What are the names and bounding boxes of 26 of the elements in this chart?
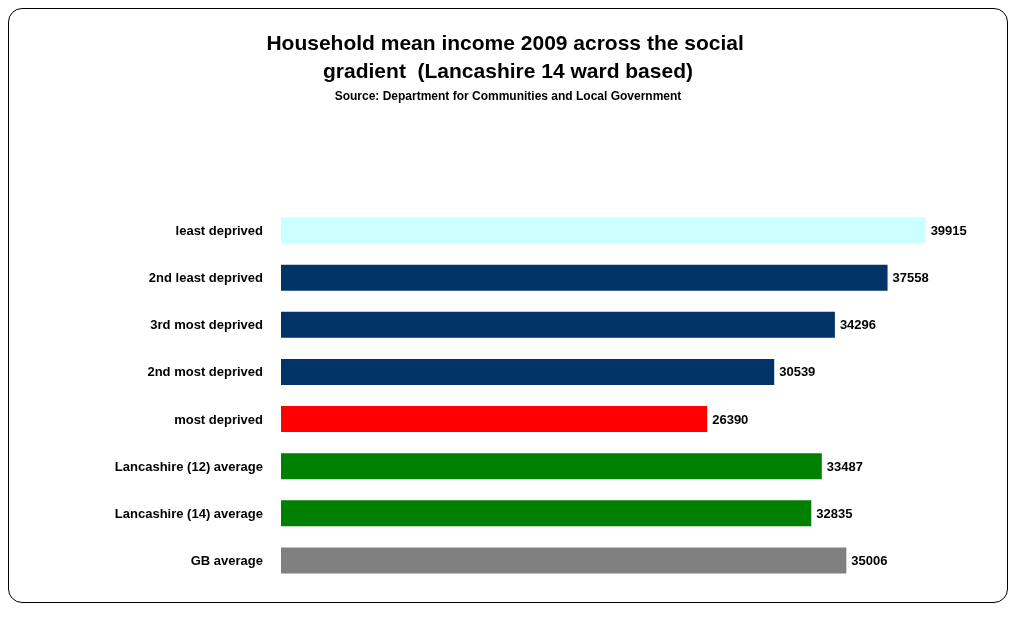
- y-tick-label: most deprived: [174, 411, 264, 427]
- data-label: 30539: [779, 364, 816, 380]
- bar: [281, 453, 822, 480]
- y-tick-label: Lancashire (14) average: [114, 505, 263, 521]
- bar: [281, 406, 708, 433]
- bar: [281, 311, 835, 338]
- bar: [281, 217, 926, 244]
- data-label: 39915: [930, 223, 967, 239]
- bar: [281, 547, 847, 574]
- data-label: 35006: [851, 552, 888, 568]
- y-tick-label: GB average: [190, 552, 263, 568]
- y-tick-label: Lancashire (12) average: [114, 458, 263, 474]
- bar: [281, 358, 775, 385]
- data-label: 34296: [839, 317, 877, 333]
- y-tick-label: least deprived: [175, 223, 264, 239]
- y-tick-label: 3rd most deprived: [150, 317, 264, 333]
- bar: [281, 500, 812, 527]
- data-label: 26390: [712, 411, 749, 427]
- y-tick-label: 2nd most deprived: [147, 364, 264, 380]
- data-label: 32835: [816, 505, 853, 521]
- y-tick-label: 2nd least deprived: [148, 270, 264, 286]
- chart-subtitle: Source: Department for Communities and Local Government: [334, 89, 682, 103]
- data-label: 37558: [892, 270, 929, 286]
- chart-title: Household mean income 2009 across the social gradient (Lancashire 14 ward based): [266, 30, 750, 82]
- data-label: 33487: [826, 458, 863, 474]
- bar: [281, 264, 888, 291]
